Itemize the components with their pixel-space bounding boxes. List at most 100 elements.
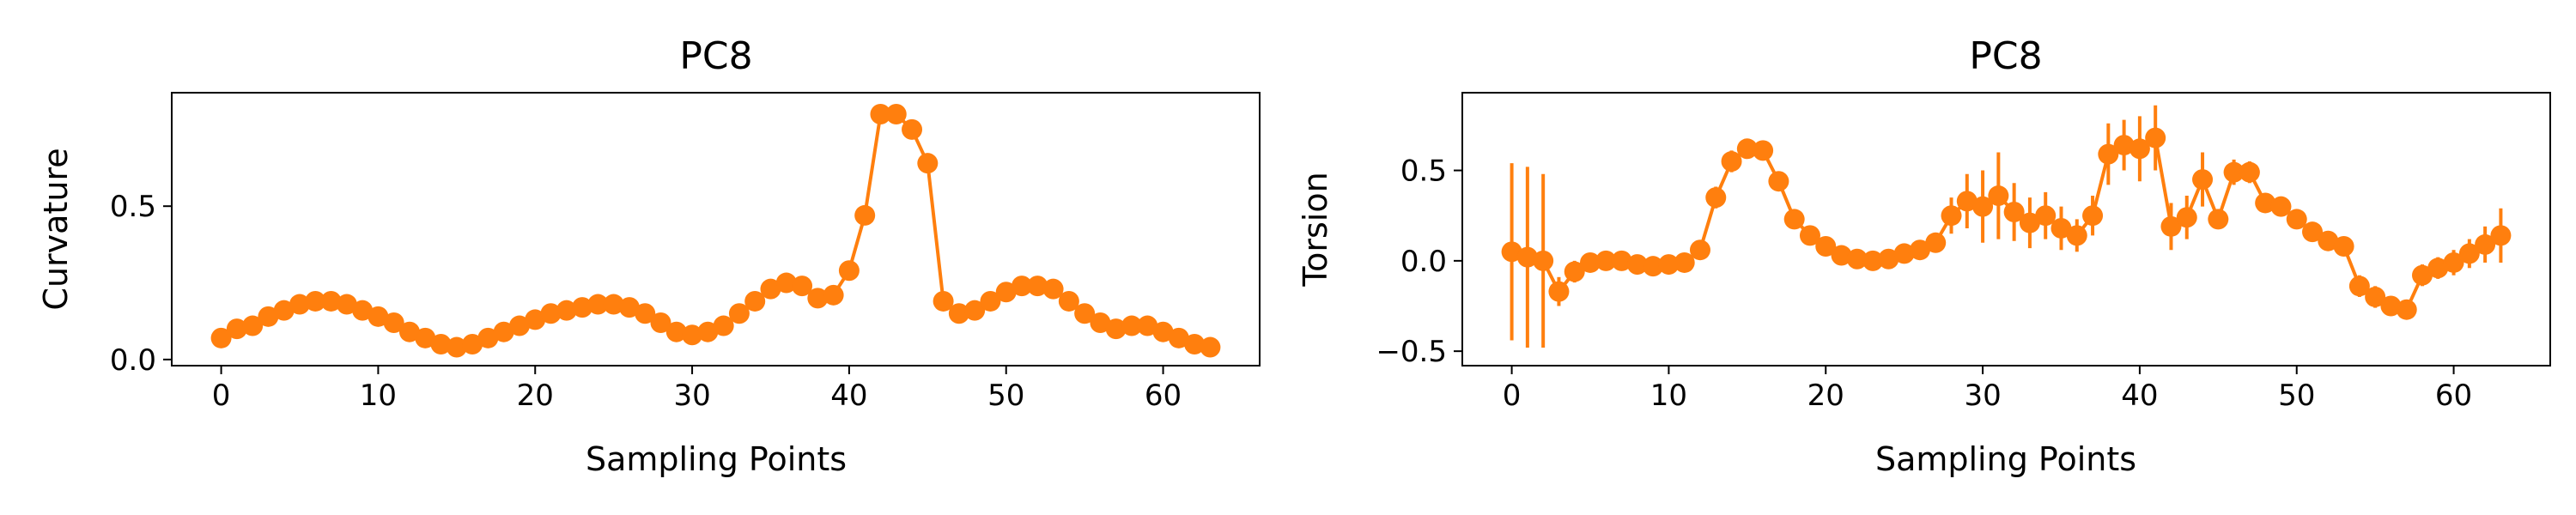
curvature-panel-title: PC8 — [679, 34, 752, 78]
curvature-data-point — [870, 104, 891, 125]
curvature-data-point — [902, 118, 923, 140]
curvature-x-tick-label: 60 — [1145, 379, 1182, 413]
torsion-data-point — [1533, 250, 1554, 271]
curvature-data-point — [336, 294, 357, 315]
curvature-y-axis-label: Curvature — [37, 148, 75, 310]
curvature-data-point — [823, 284, 844, 306]
curvature-data-point — [430, 333, 452, 354]
torsion-x-tick-label: 0 — [1503, 379, 1522, 413]
torsion-data-point — [1516, 246, 1538, 268]
torsion-data-point — [2066, 225, 2087, 246]
curvature-panel: PC8 0 10 20 30 40 50 600.00.5 Sampling Points … — [37, 34, 1261, 478]
curvature-data-point — [618, 297, 640, 318]
curvature-data-point — [713, 315, 734, 336]
torsion-data-point — [2348, 276, 2370, 297]
curvature-data-point — [1121, 315, 1142, 336]
torsion-data-point — [2318, 230, 2339, 251]
torsion-data-point — [2302, 221, 2324, 243]
curvature-data-point — [933, 290, 954, 312]
torsion-data-point — [2239, 161, 2260, 183]
torsion-data-point — [1846, 248, 1868, 270]
curvature-data-point — [1200, 336, 1221, 358]
torsion-data-point — [1736, 138, 1758, 160]
curvature-data-point — [477, 327, 499, 348]
curvature-x-tick-label: 10 — [360, 379, 397, 413]
torsion-data-point — [2286, 209, 2307, 230]
curvature-data-point — [838, 260, 860, 282]
curvature-data-point — [525, 309, 546, 330]
curvature-data-point — [760, 278, 781, 300]
curvature-data-point — [1027, 276, 1048, 297]
curvature-data-point — [635, 303, 656, 324]
curvature-x-tick-label: 20 — [517, 379, 554, 413]
curvature-data-point — [1012, 276, 1033, 297]
curvature-data-point — [462, 333, 483, 354]
curvature-data-point — [368, 306, 389, 327]
torsion-data-point — [1862, 250, 1884, 271]
torsion-data-point — [2113, 135, 2135, 156]
torsion-data-point — [2098, 143, 2119, 165]
curvature-data-point — [697, 321, 719, 342]
torsion-data-point — [1815, 236, 1837, 258]
torsion-data-point — [2490, 225, 2512, 246]
curvature-data-point — [1058, 290, 1079, 312]
curvature-data-point — [320, 290, 342, 312]
curvature-data-point — [587, 294, 609, 315]
torsion-data-point — [2458, 243, 2480, 264]
torsion-data-point — [2082, 205, 2104, 227]
curvature-data-point — [508, 315, 530, 336]
torsion-data-point — [1972, 196, 1994, 217]
torsion-data-point — [1925, 232, 1947, 253]
torsion-data-point — [1658, 254, 1680, 276]
curvature-data-point — [1090, 312, 1111, 333]
curvature-data-point — [493, 321, 514, 342]
curvature-axes-frame — [171, 92, 1261, 367]
torsion-x-axis-label: Sampling Points — [1875, 440, 2136, 478]
torsion-data-point — [2411, 264, 2433, 286]
torsion-data-point — [2223, 161, 2245, 183]
curvature-data-point — [1042, 278, 1064, 300]
curvature-data-point — [948, 303, 969, 324]
curvature-data-point — [650, 312, 671, 333]
curvature-data-point — [1168, 327, 1189, 348]
curvature-data-point — [1184, 333, 1206, 354]
torsion-data-point — [1611, 250, 1632, 271]
curvature-x-tick-label: 30 — [673, 379, 710, 413]
curvature-data-point — [446, 336, 467, 358]
torsion-data-point — [2145, 127, 2166, 148]
torsion-data-point — [1595, 250, 1617, 271]
curvature-data-point — [980, 290, 1001, 312]
torsion-data-point — [1705, 187, 1727, 209]
curvature-plot-area: 0 10 20 30 40 50 60 0.0 0.5 — [110, 104, 1221, 413]
torsion-y-tick-label: 0.0 — [1400, 245, 1447, 279]
torsion-data-point — [2192, 169, 2214, 191]
torsion-data-point — [2019, 212, 2040, 233]
curvature-data-point — [242, 315, 264, 336]
curvature-x-tick-label: 0 — [212, 379, 231, 413]
torsion-data-point — [2050, 217, 2072, 239]
torsion-panel: PC8 0 10 20 30 40 50 60 −0.5 0.0 0.5 Sampling Poi… — [1297, 34, 2551, 478]
curvature-data-point — [792, 276, 813, 297]
curvature-data-point — [352, 300, 374, 321]
torsion-data-point — [2176, 207, 2197, 228]
curvature-data-point — [744, 290, 766, 312]
torsion-data-point — [1643, 256, 1664, 277]
curvature-data-point — [682, 324, 703, 346]
torsion-data-point — [1799, 225, 1820, 246]
curvature-data-point — [210, 327, 232, 348]
torsion-data-point — [2365, 286, 2386, 307]
curvature-data-point — [258, 306, 279, 327]
curvature-data-point — [273, 300, 295, 321]
torsion-data-point — [2443, 251, 2464, 273]
torsion-data-point — [2333, 236, 2354, 258]
torsion-data-point — [1501, 241, 1522, 263]
curvature-data-point — [556, 300, 577, 321]
curvature-data-point — [1105, 318, 1127, 340]
curvature-data-point — [540, 303, 562, 324]
curvature-data-point — [398, 321, 420, 342]
curvature-data-point — [665, 321, 687, 342]
torsion-data-point — [2129, 138, 2150, 160]
curvature-data-point — [885, 104, 907, 125]
torsion-y-tick-label: −0.5 — [1376, 335, 1447, 369]
